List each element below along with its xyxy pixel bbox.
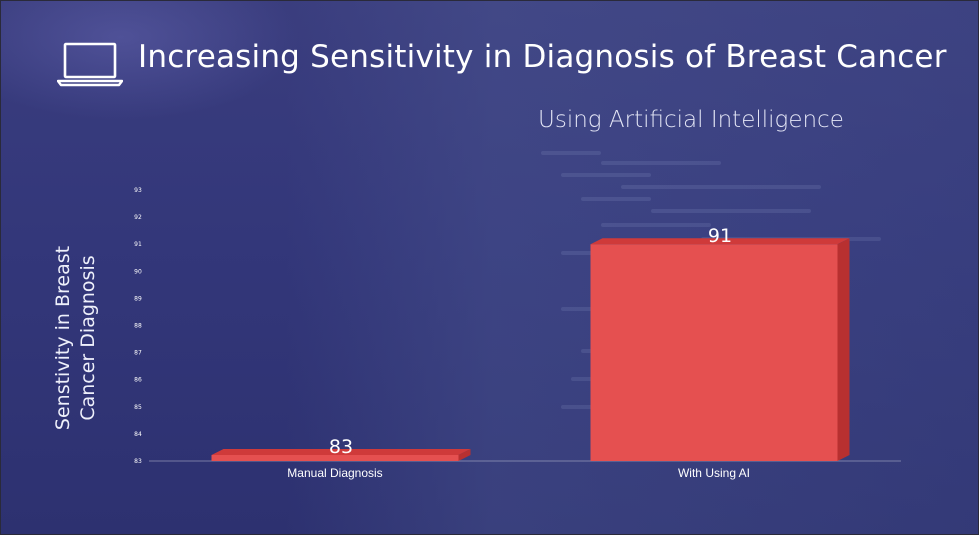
- laptop-icon: [57, 42, 123, 87]
- code-line: [601, 161, 721, 165]
- data-label: 91: [708, 225, 732, 247]
- y-tick-label: 85: [134, 404, 142, 411]
- bar-top-face: [211, 449, 471, 455]
- y-tick-label: 89: [134, 295, 142, 302]
- y-tick-label: 88: [134, 323, 142, 330]
- code-line: [601, 223, 711, 227]
- category-label: With Using AI: [678, 466, 750, 480]
- y-tick-label: 86: [134, 377, 142, 384]
- bar: [211, 455, 459, 461]
- bar-side-face: [458, 449, 471, 461]
- bar: [590, 244, 838, 461]
- data-label: 83: [329, 436, 353, 458]
- code-line: [651, 209, 811, 213]
- bar-side-face: [837, 238, 850, 461]
- y-tick-label: 87: [134, 350, 142, 357]
- bar-top-face: [590, 238, 850, 245]
- chart-title: Using Artificial Intelligence: [538, 107, 844, 133]
- slide-title: Increasing Sensitivity in Diagnosis of B…: [138, 39, 947, 75]
- y-tick-label: 91: [134, 241, 142, 248]
- code-line: [561, 173, 651, 177]
- y-tick-label: 84: [134, 431, 142, 438]
- code-line: [541, 151, 601, 155]
- code-line: [581, 197, 651, 201]
- code-line: [621, 185, 821, 189]
- background-glow: [1, 1, 301, 121]
- y-tick-label: 92: [134, 214, 142, 221]
- category-label: Manual Diagnosis: [287, 466, 382, 480]
- y-tick-label: 83: [134, 458, 142, 465]
- y-tick-label: 90: [134, 268, 142, 275]
- y-tick-label: 93: [134, 187, 142, 194]
